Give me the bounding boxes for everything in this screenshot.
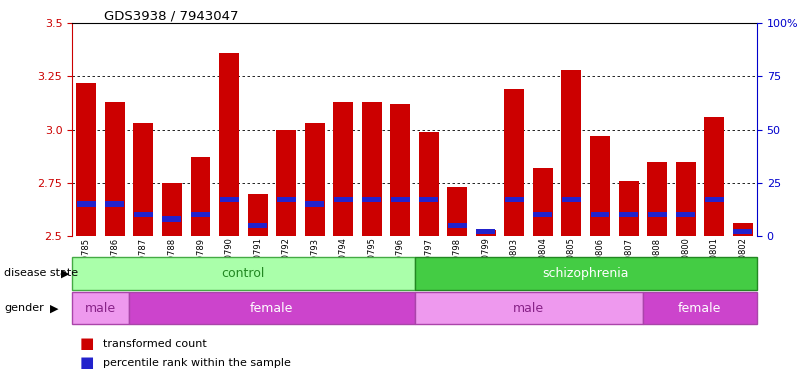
- Text: control: control: [222, 267, 265, 280]
- Bar: [647, 212, 666, 217]
- Text: ▶: ▶: [62, 268, 70, 278]
- Bar: [248, 223, 267, 228]
- Bar: [447, 187, 467, 236]
- Bar: [134, 212, 153, 217]
- Bar: [162, 183, 182, 236]
- Bar: [191, 157, 211, 236]
- Text: ▶: ▶: [50, 303, 58, 313]
- Bar: [676, 212, 695, 217]
- Bar: [476, 230, 496, 236]
- Bar: [72, 292, 129, 324]
- Bar: [477, 229, 495, 235]
- Bar: [647, 162, 667, 236]
- Bar: [642, 292, 757, 324]
- Bar: [333, 102, 353, 236]
- Bar: [390, 104, 410, 236]
- Bar: [419, 197, 438, 202]
- Bar: [562, 197, 581, 202]
- Bar: [219, 53, 239, 236]
- Bar: [415, 257, 757, 290]
- Bar: [705, 197, 723, 202]
- Bar: [105, 102, 125, 236]
- Bar: [305, 202, 324, 207]
- Bar: [704, 117, 724, 236]
- Bar: [533, 212, 553, 217]
- Bar: [419, 132, 439, 236]
- Bar: [276, 129, 296, 236]
- Bar: [362, 102, 382, 236]
- Bar: [733, 229, 752, 235]
- Bar: [415, 292, 642, 324]
- Bar: [733, 223, 753, 236]
- Text: GDS3938 / 7943047: GDS3938 / 7943047: [104, 10, 239, 23]
- Bar: [334, 197, 352, 202]
- Text: male: male: [513, 302, 544, 314]
- Text: transformed count: transformed count: [103, 339, 207, 349]
- Bar: [219, 197, 239, 202]
- Text: female: female: [250, 302, 293, 314]
- Bar: [304, 123, 324, 236]
- Bar: [72, 257, 415, 290]
- Bar: [248, 194, 268, 236]
- Bar: [618, 181, 638, 236]
- Bar: [77, 202, 96, 207]
- Bar: [391, 197, 410, 202]
- Bar: [533, 168, 553, 236]
- Text: ■: ■: [80, 355, 95, 371]
- Text: percentile rank within the sample: percentile rank within the sample: [103, 358, 291, 368]
- Bar: [76, 83, 96, 236]
- Bar: [448, 223, 467, 228]
- Bar: [362, 197, 381, 202]
- Text: schizophrenia: schizophrenia: [542, 267, 629, 280]
- Text: gender: gender: [4, 303, 44, 313]
- Text: ■: ■: [80, 336, 95, 351]
- Bar: [505, 89, 525, 236]
- Bar: [619, 212, 638, 217]
- Bar: [106, 202, 124, 207]
- Bar: [590, 136, 610, 236]
- Bar: [163, 216, 182, 222]
- Bar: [590, 212, 610, 217]
- Bar: [505, 197, 524, 202]
- Text: male: male: [85, 302, 116, 314]
- Bar: [191, 212, 210, 217]
- Bar: [562, 70, 582, 236]
- Bar: [276, 197, 296, 202]
- Bar: [129, 292, 415, 324]
- Text: disease state: disease state: [4, 268, 78, 278]
- Bar: [134, 123, 154, 236]
- Bar: [675, 162, 695, 236]
- Text: female: female: [678, 302, 722, 314]
